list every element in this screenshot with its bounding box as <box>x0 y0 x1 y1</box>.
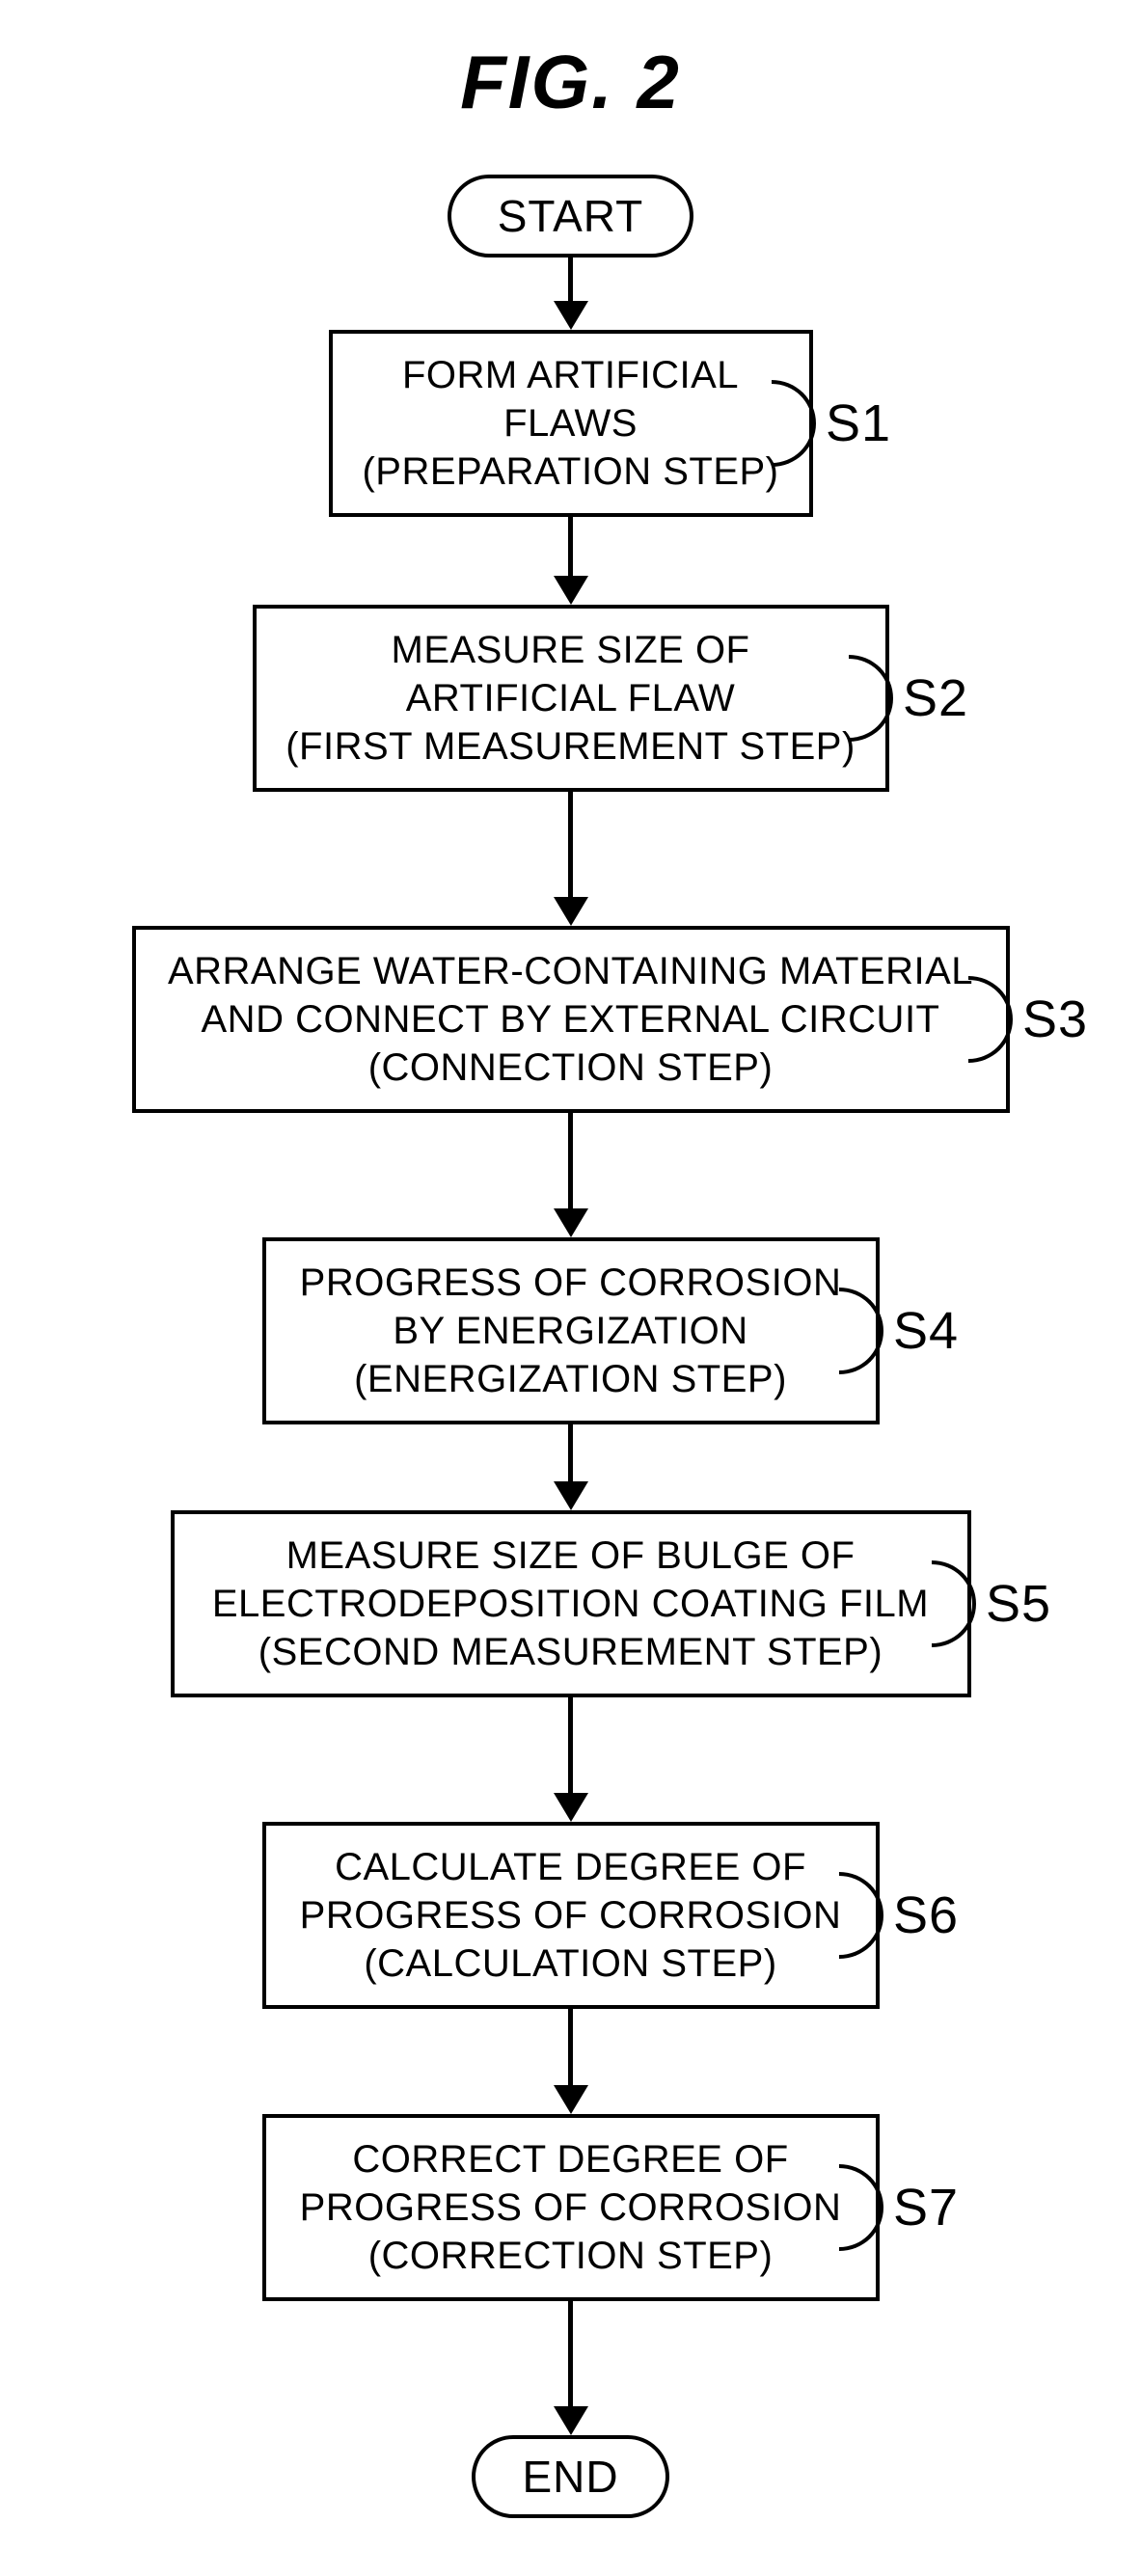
terminal-start: START <box>448 175 694 258</box>
connector-curve <box>839 2164 883 2251</box>
flow-arrow <box>554 517 588 605</box>
process-box-line: AND CONNECT BY EXTERNAL CIRCUIT <box>159 995 983 1044</box>
process-box-line: CORRECT DEGREE OF <box>289 2135 853 2183</box>
step-id-label: S4 <box>893 1301 959 1361</box>
process-box-line: (FIRST MEASUREMENT STEP) <box>280 722 862 771</box>
step-id-label: S2 <box>903 668 968 728</box>
step-label-group: S7 <box>839 2164 959 2251</box>
flow-arrow <box>554 258 588 330</box>
flow-arrow <box>554 1697 588 1822</box>
step-label-group: S2 <box>849 655 968 742</box>
process-box-line: ARRANGE WATER-CONTAINING MATERIAL <box>159 947 983 995</box>
terminal-end: END <box>472 2435 668 2518</box>
process-box-line: FLAWS <box>356 399 786 447</box>
flow-arrow <box>554 2009 588 2114</box>
process-box-line: CALCULATE DEGREE OF <box>289 1843 853 1891</box>
flow-arrow <box>554 1113 588 1237</box>
process-box-line: ARTIFICIAL FLAW <box>280 674 862 722</box>
step-id-label: S5 <box>986 1574 1051 1634</box>
flow-step-row: PROGRESS OF CORROSIONBY ENERGIZATION(ENE… <box>0 1237 1141 1424</box>
process-box: MEASURE SIZE OF BULGE OFELECTRODEPOSITIO… <box>171 1510 971 1697</box>
step-label-group: S4 <box>839 1288 959 1374</box>
step-id-label: S6 <box>893 1885 959 1945</box>
process-box: ARRANGE WATER-CONTAINING MATERIALAND CON… <box>132 926 1010 1113</box>
process-box-line: MEASURE SIZE OF <box>280 626 862 674</box>
process-box: CORRECT DEGREE OFPROGRESS OF CORROSION(C… <box>262 2114 880 2301</box>
process-box-line: MEASURE SIZE OF BULGE OF <box>198 1532 944 1580</box>
flow-step-row: MEASURE SIZE OF BULGE OFELECTRODEPOSITIO… <box>0 1510 1141 1697</box>
process-box-line: ELECTRODEPOSITION COATING FILM <box>198 1580 944 1628</box>
connector-curve <box>849 655 893 742</box>
flow-step-row: CALCULATE DEGREE OFPROGRESS OF CORROSION… <box>0 1822 1141 2009</box>
process-box-line: (ENERGIZATION STEP) <box>289 1355 853 1403</box>
process-box: MEASURE SIZE OFARTIFICIAL FLAW(FIRST MEA… <box>253 605 889 792</box>
step-label-group: S6 <box>839 1872 959 1959</box>
process-box: PROGRESS OF CORROSIONBY ENERGIZATION(ENE… <box>262 1237 880 1424</box>
process-box: FORM ARTIFICIALFLAWS(PREPARATION STEP) <box>329 330 813 517</box>
process-box: CALCULATE DEGREE OFPROGRESS OF CORROSION… <box>262 1822 880 2009</box>
connector-curve <box>772 380 816 467</box>
flow-step-row: ARRANGE WATER-CONTAINING MATERIALAND CON… <box>0 926 1141 1113</box>
process-box-line: BY ENERGIZATION <box>289 1307 853 1355</box>
step-id-label: S1 <box>826 393 891 453</box>
step-label-group: S1 <box>772 380 891 467</box>
connector-curve <box>839 1872 883 1959</box>
flow-step-row: FORM ARTIFICIALFLAWS(PREPARATION STEP)S1 <box>0 330 1141 517</box>
process-box-line: FORM ARTIFICIAL <box>356 351 786 399</box>
process-box-line: PROGRESS OF CORROSION <box>289 1891 853 1939</box>
connector-curve <box>839 1288 883 1374</box>
process-box-line: (CALCULATION STEP) <box>289 1939 853 1988</box>
process-box-line: (CONNECTION STEP) <box>159 1044 983 1092</box>
process-box-line: (SECOND MEASUREMENT STEP) <box>198 1628 944 1676</box>
flowchart: START FORM ARTIFICIALFLAWS(PREPARATION ST… <box>0 175 1141 2518</box>
flow-step-row: MEASURE SIZE OFARTIFICIAL FLAW(FIRST MEA… <box>0 605 1141 792</box>
process-box-line: (PREPARATION STEP) <box>356 447 786 496</box>
process-box-line: PROGRESS OF CORROSION <box>289 2183 853 2232</box>
process-box-line: PROGRESS OF CORROSION <box>289 1259 853 1307</box>
step-label-group: S3 <box>968 976 1088 1063</box>
connector-curve <box>932 1560 976 1647</box>
process-box-line: (CORRECTION STEP) <box>289 2232 853 2280</box>
flow-arrow <box>554 1424 588 1510</box>
flow-step-row: CORRECT DEGREE OFPROGRESS OF CORROSION(C… <box>0 2114 1141 2301</box>
step-label-group: S5 <box>932 1560 1051 1647</box>
step-id-label: S7 <box>893 2178 959 2237</box>
figure-title: FIG. 2 <box>0 39 1141 126</box>
flow-arrow <box>554 792 588 926</box>
connector-curve <box>968 976 1013 1063</box>
step-id-label: S3 <box>1022 990 1088 1049</box>
